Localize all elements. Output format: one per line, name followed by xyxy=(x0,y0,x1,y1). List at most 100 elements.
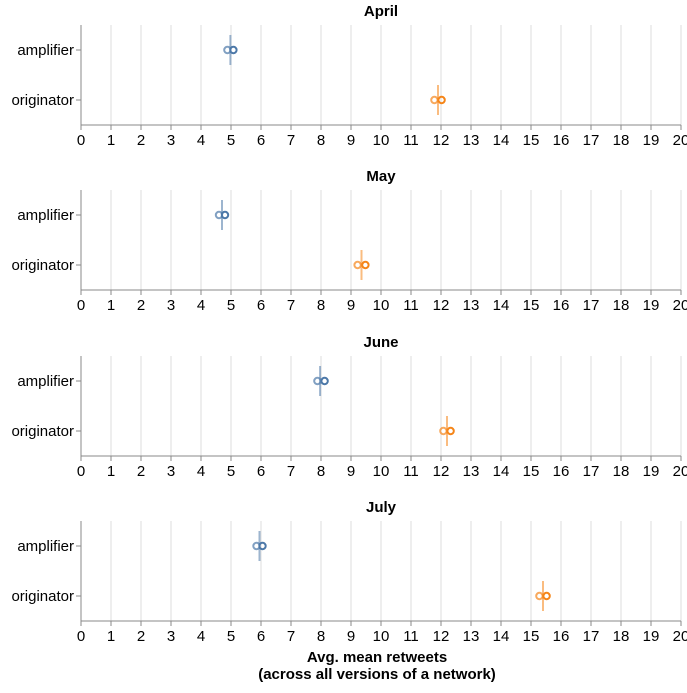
x-tick-label: 17 xyxy=(583,132,600,149)
x-tick-label: 13 xyxy=(463,297,480,314)
x-tick-label: 2 xyxy=(137,628,145,645)
x-tick-label: 17 xyxy=(583,463,600,480)
x-tick-label: 2 xyxy=(137,463,145,480)
x-tick-label: 3 xyxy=(167,132,175,149)
x-tick-label: 9 xyxy=(347,628,355,645)
x-tick-label: 4 xyxy=(197,132,205,149)
x-tick-label: 6 xyxy=(257,297,265,314)
x-tick-label: 3 xyxy=(167,463,175,480)
x-tick-label: 1 xyxy=(107,132,115,149)
x-tick-label: 12 xyxy=(433,463,450,480)
x-tick-label: 7 xyxy=(287,463,295,480)
x-tick-label: 6 xyxy=(257,463,265,480)
data-point-amplifier xyxy=(258,541,267,551)
data-point-amplifier xyxy=(220,210,230,220)
x-tick-label: 8 xyxy=(317,297,325,314)
x-tick-label: 1 xyxy=(107,628,115,645)
x-tick-label: 18 xyxy=(613,463,630,480)
x-tick-label: 3 xyxy=(167,297,175,314)
x-axis-title: Avg. mean retweets xyxy=(307,649,447,666)
x-tick-label: 20 xyxy=(673,463,687,480)
x-tick-label: 18 xyxy=(613,132,630,149)
data-point-originator xyxy=(446,426,455,436)
x-tick-label: 0 xyxy=(77,463,85,480)
x-tick-label: 7 xyxy=(287,132,295,149)
x-tick-label: 0 xyxy=(77,628,85,645)
x-tick-label: 17 xyxy=(583,628,600,645)
x-tick-label: 16 xyxy=(553,463,570,480)
x-tick-label: 17 xyxy=(583,297,600,314)
y-tick-label-amplifier: amplifier xyxy=(17,207,74,224)
x-tick-label: 6 xyxy=(257,132,265,149)
x-tick-label: 5 xyxy=(227,628,235,645)
x-tick-label: 8 xyxy=(317,463,325,480)
x-tick-label: 12 xyxy=(433,132,450,149)
x-tick-label: 14 xyxy=(493,297,510,314)
x-tick-label: 0 xyxy=(77,297,85,314)
x-tick-label: 18 xyxy=(613,297,630,314)
y-tick-label-amplifier: amplifier xyxy=(17,373,74,390)
x-tick-label: 8 xyxy=(317,628,325,645)
panel-title: July xyxy=(366,499,397,516)
x-tick-label: 19 xyxy=(643,463,660,480)
x-tick-label: 10 xyxy=(373,628,390,645)
x-tick-label: 0 xyxy=(77,132,85,149)
y-tick-label-originator: originator xyxy=(11,588,74,605)
x-tick-label: 9 xyxy=(347,132,355,149)
x-tick-label: 2 xyxy=(137,297,145,314)
x-tick-label: 10 xyxy=(373,132,390,149)
x-tick-label: 9 xyxy=(347,297,355,314)
data-point-originator xyxy=(361,260,370,270)
x-tick-label: 5 xyxy=(227,297,235,314)
x-tick-label: 15 xyxy=(523,628,540,645)
data-point-originator xyxy=(437,95,446,105)
x-tick-label: 4 xyxy=(197,463,205,480)
x-tick-label: 12 xyxy=(433,297,450,314)
panel-title: April xyxy=(364,3,398,20)
data-point-originator xyxy=(535,591,544,601)
x-tick-label: 15 xyxy=(523,297,540,314)
x-tick-label: 10 xyxy=(373,297,390,314)
x-axis-title: (across all versions of a network) xyxy=(258,666,496,683)
x-tick-label: 11 xyxy=(403,132,419,149)
x-tick-label: 14 xyxy=(493,463,510,480)
data-point-amplifier xyxy=(313,376,322,386)
data-point-originator xyxy=(430,95,439,105)
x-tick-label: 19 xyxy=(643,132,660,149)
x-tick-label: 16 xyxy=(553,297,570,314)
y-tick-label-amplifier: amplifier xyxy=(17,538,74,555)
x-tick-label: 13 xyxy=(463,463,480,480)
y-tick-label-amplifier: amplifier xyxy=(17,42,74,59)
x-tick-label: 11 xyxy=(403,628,419,645)
x-tick-label: 4 xyxy=(197,297,205,314)
x-tick-label: 2 xyxy=(137,132,145,149)
x-tick-label: 8 xyxy=(317,132,325,149)
x-tick-label: 19 xyxy=(643,628,660,645)
x-tick-label: 11 xyxy=(403,463,419,480)
data-point-originator xyxy=(542,591,551,601)
x-tick-label: 16 xyxy=(553,628,570,645)
x-tick-label: 16 xyxy=(553,132,570,149)
x-tick-label: 1 xyxy=(107,297,115,314)
x-tick-label: 15 xyxy=(523,132,540,149)
x-tick-label: 4 xyxy=(197,628,205,645)
x-tick-label: 7 xyxy=(287,628,295,645)
x-tick-label: 14 xyxy=(493,628,510,645)
data-point-originator xyxy=(353,260,362,270)
x-tick-label: 1 xyxy=(107,463,115,480)
x-tick-label: 18 xyxy=(613,628,630,645)
panel-title: June xyxy=(363,334,398,351)
data-point-originator xyxy=(439,426,448,436)
x-tick-label: 6 xyxy=(257,628,265,645)
x-tick-label: 12 xyxy=(433,628,450,645)
data-point-amplifier xyxy=(320,376,329,386)
x-tick-label: 13 xyxy=(463,628,480,645)
y-tick-label-originator: originator xyxy=(11,257,74,274)
x-tick-label: 7 xyxy=(287,297,295,314)
x-tick-label: 11 xyxy=(403,297,419,314)
